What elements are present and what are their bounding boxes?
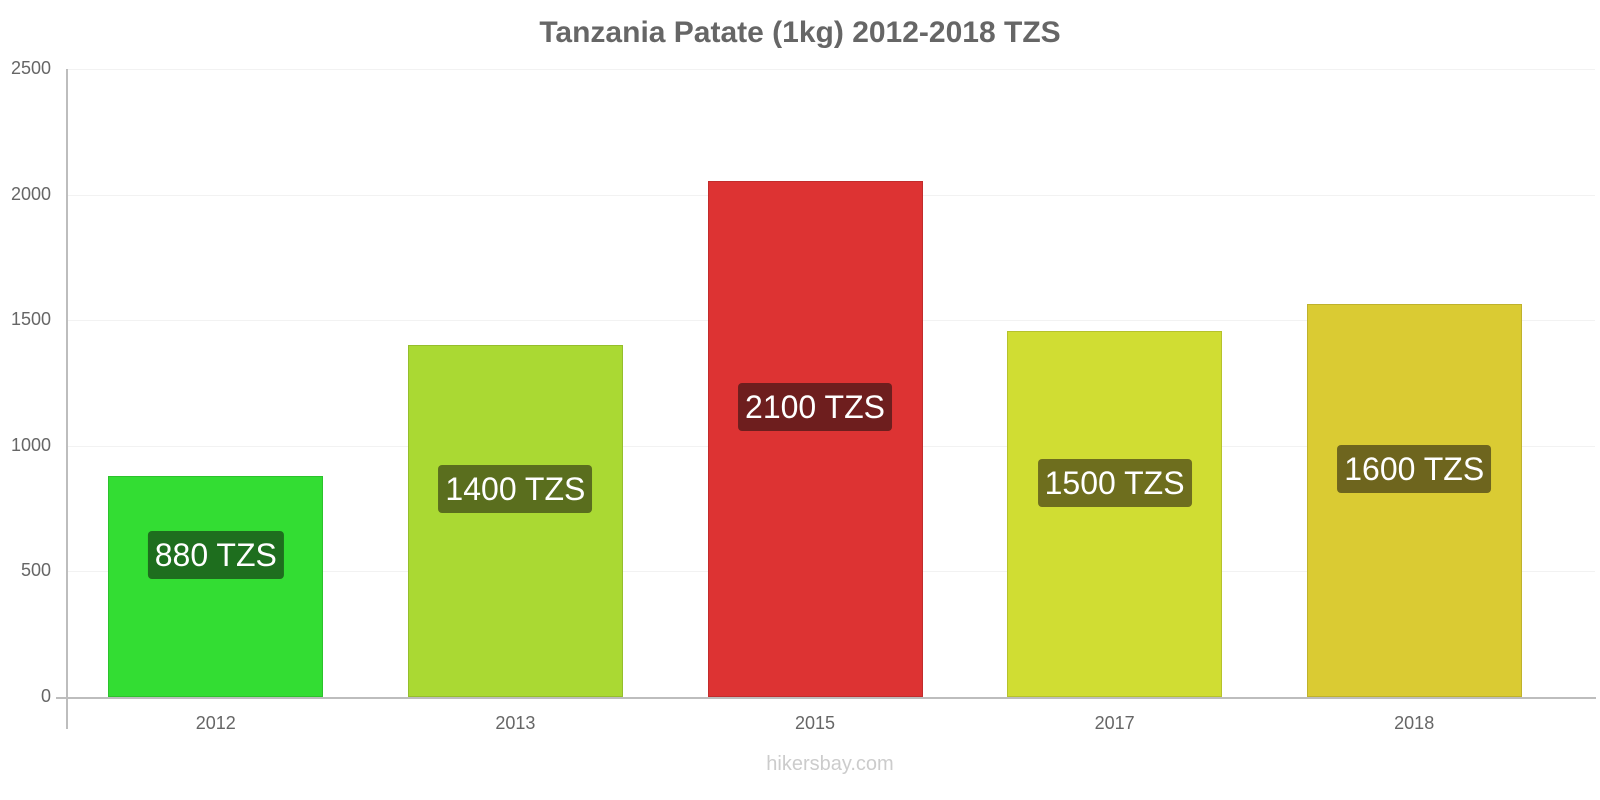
x-tick-label: 2013 bbox=[495, 713, 536, 733]
x-tick-label: 2015 bbox=[794, 713, 836, 733]
y-tick-label: 2500 bbox=[10, 58, 51, 78]
gridline bbox=[67, 69, 1595, 70]
y-axis-line bbox=[66, 69, 68, 729]
bar-2018[interactable] bbox=[1306, 304, 1522, 697]
bar-2013[interactable] bbox=[407, 345, 623, 697]
x-tick-label: 2018 bbox=[1394, 713, 1435, 733]
bar-value-label: 1400 TZS bbox=[438, 465, 593, 513]
y-tick-label: 2000 bbox=[10, 183, 51, 204]
bar-value-label: 1500 TZS bbox=[1037, 459, 1192, 507]
x-tick-label: 2012 bbox=[195, 713, 236, 733]
y-tick-label: 500 bbox=[20, 560, 51, 581]
y-tick-label: 1000 bbox=[10, 434, 51, 455]
chart-title: Tanzania Patate (1kg) 2012-2018 TZS bbox=[539, 16, 1061, 49]
watermark: hikersbay.com bbox=[766, 753, 894, 775]
bar-2012[interactable] bbox=[108, 475, 324, 697]
bar-2015[interactable] bbox=[707, 181, 923, 697]
bar-value-label: 880 TZS bbox=[147, 531, 284, 579]
bar-2017[interactable] bbox=[1007, 331, 1223, 697]
x-tick-label: 2017 bbox=[1094, 713, 1135, 733]
y-tick-label: 0 bbox=[40, 686, 51, 706]
bar-value-label: 1600 TZS bbox=[1337, 445, 1492, 493]
x-axis-line bbox=[56, 697, 1596, 699]
y-tick-label: 1500 bbox=[10, 309, 51, 330]
bar-value-label: 2100 TZS bbox=[738, 383, 892, 431]
